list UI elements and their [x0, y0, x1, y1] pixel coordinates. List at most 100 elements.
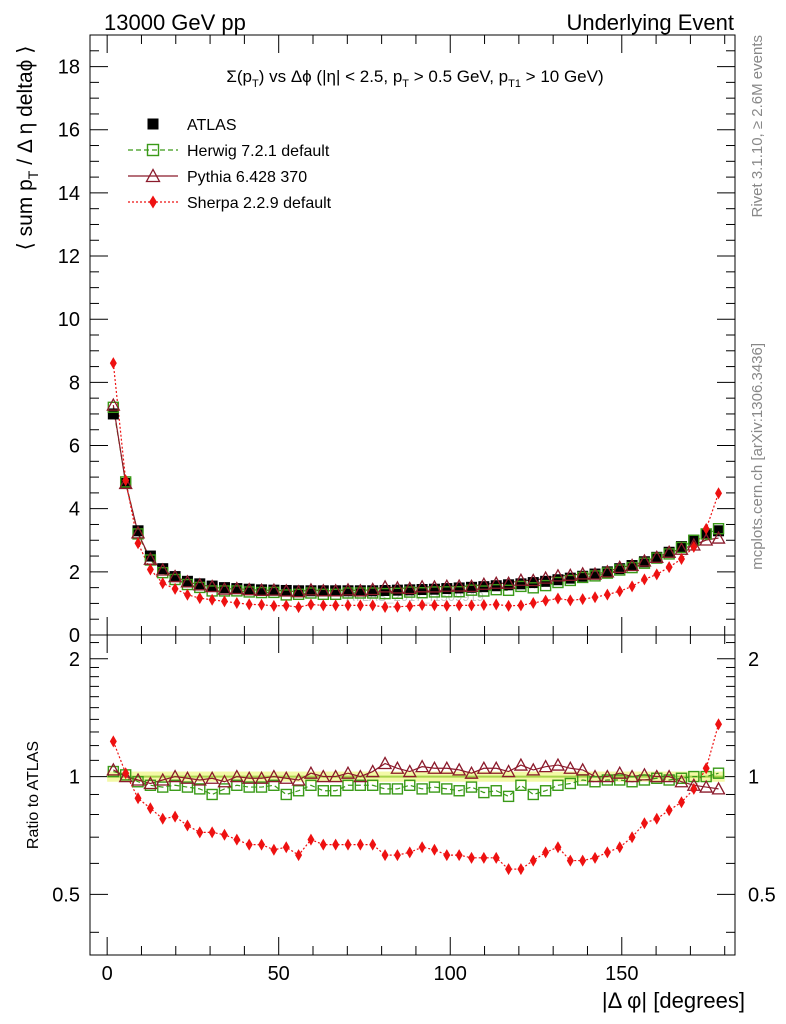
sherpa-point [715, 487, 723, 500]
herwig-ratio-point [132, 776, 144, 788]
sherpa-ratio-point [258, 838, 266, 851]
sherpa-point [468, 599, 476, 612]
y-tick-label: 16 [58, 120, 80, 142]
sherpa-point [369, 599, 377, 612]
sherpa-ratio-point [517, 863, 525, 876]
y-axis-label: ⟨ sum pT / Δ η deltaϕ ⟩ [14, 46, 41, 251]
sherpa-ratio-point [344, 838, 352, 851]
series-markers [106, 357, 726, 876]
atlas-point [293, 585, 305, 597]
pythia-point [229, 581, 244, 595]
herwig-ratio-line [113, 770, 719, 798]
sherpa-ratio-point [233, 833, 241, 846]
sherpa-ratio-point [122, 767, 130, 780]
herwig-ratio-point [255, 781, 268, 793]
sherpa-point [616, 585, 624, 598]
pythia-ratio-point [575, 762, 590, 776]
pythia-point [291, 584, 306, 598]
pythia-ratio-point [266, 769, 281, 783]
pythia-ratio-point [501, 764, 516, 778]
sherpa-point [344, 599, 352, 612]
herwig-point [651, 552, 663, 564]
pythia-point [353, 583, 368, 597]
pythia-ratio-point [415, 759, 430, 773]
atlas-point [181, 575, 193, 587]
legend-label-herwig: Herwig 7.2.1 default [187, 143, 330, 160]
sherpa-point [208, 593, 216, 606]
x-tick-label: 100 [434, 963, 467, 985]
sherpa-point [554, 592, 562, 605]
pythia-ratio-point [464, 765, 479, 779]
herwig-ratio-point [243, 781, 255, 793]
herwig-ratio-point [107, 765, 120, 778]
herwig-ratio-point [231, 779, 243, 791]
sherpa-point [480, 599, 488, 612]
atlas-point [626, 560, 638, 572]
pythia-ratio-point [624, 769, 640, 783]
sherpa-point [319, 599, 327, 612]
herwig-ratio-point [391, 783, 404, 795]
sherpa-point [393, 600, 401, 613]
sherpa-ratio-point [579, 854, 587, 867]
sherpa-point [455, 599, 463, 612]
pythia-ratio-point [106, 762, 121, 776]
herwig-point [515, 580, 527, 593]
atlas-point [107, 408, 119, 420]
pythia-point [600, 564, 615, 578]
herwig-ratio-point [688, 770, 700, 783]
pythia-ratio-point [205, 770, 220, 784]
header-left: 13000 GeV pp [104, 10, 246, 35]
atlas-point [638, 556, 650, 568]
sherpa-ratio-point [159, 812, 167, 825]
pythia-point [340, 582, 356, 596]
herwig-ratio-point [453, 785, 465, 797]
herwig-ratio-point [428, 781, 441, 793]
sherpa-ratio-point [653, 812, 661, 825]
y-tick-label: 4 [69, 499, 80, 521]
herwig-ratio-point [441, 783, 453, 795]
sherpa-point [245, 598, 253, 611]
sherpa-point [640, 573, 648, 586]
pythia-point [624, 558, 640, 572]
pythia-ratio-point [402, 764, 417, 778]
herwig-point [539, 579, 552, 592]
sherpa-point [430, 599, 438, 612]
sherpa-point [492, 598, 500, 611]
pythia-ratio-point [229, 769, 244, 783]
pythia-ratio-point [279, 770, 294, 784]
legend-label-sherpa: Sherpa 2.2.9 default [187, 195, 332, 212]
pythia-ratio-point [254, 770, 269, 784]
pythia-point [501, 575, 516, 589]
sherpa-ratio-point [356, 838, 364, 851]
sherpa-ratio-point [393, 849, 401, 862]
herwig-ratio-point [268, 779, 280, 791]
herwig-ratio-point [502, 790, 515, 803]
herwig-point [490, 583, 502, 596]
pythia-ratio-point [526, 762, 541, 776]
pythia-point [365, 582, 380, 596]
ratio-y-tick-label: 2 [69, 649, 80, 671]
herwig-ratio-point [564, 777, 577, 790]
sherpa-ratio-point [443, 849, 451, 862]
atlas-point [614, 563, 626, 575]
atlas-point [601, 566, 613, 578]
y-tick-label: 12 [58, 246, 80, 268]
pythia-ratio-point [328, 769, 343, 783]
pythia-point [538, 570, 553, 584]
herwig-ratio-point [552, 779, 564, 791]
pythia-ratio-point [649, 769, 664, 783]
atlas-point [157, 563, 169, 575]
herwig-ratio-point [157, 781, 169, 793]
pythia-ratio-point [439, 760, 454, 774]
sherpa-ratio-point [640, 817, 648, 830]
sherpa-point [134, 537, 142, 550]
pythia-point [662, 544, 677, 558]
sherpa-point [295, 601, 303, 614]
y-tick-label: 0 [69, 625, 80, 647]
sherpa-ratio-point [245, 838, 253, 851]
pythia-ratio-point [600, 769, 615, 783]
sherpa-ratio-point [369, 838, 377, 851]
pythia-point [489, 575, 504, 589]
pythia-ratio-point [303, 765, 319, 779]
